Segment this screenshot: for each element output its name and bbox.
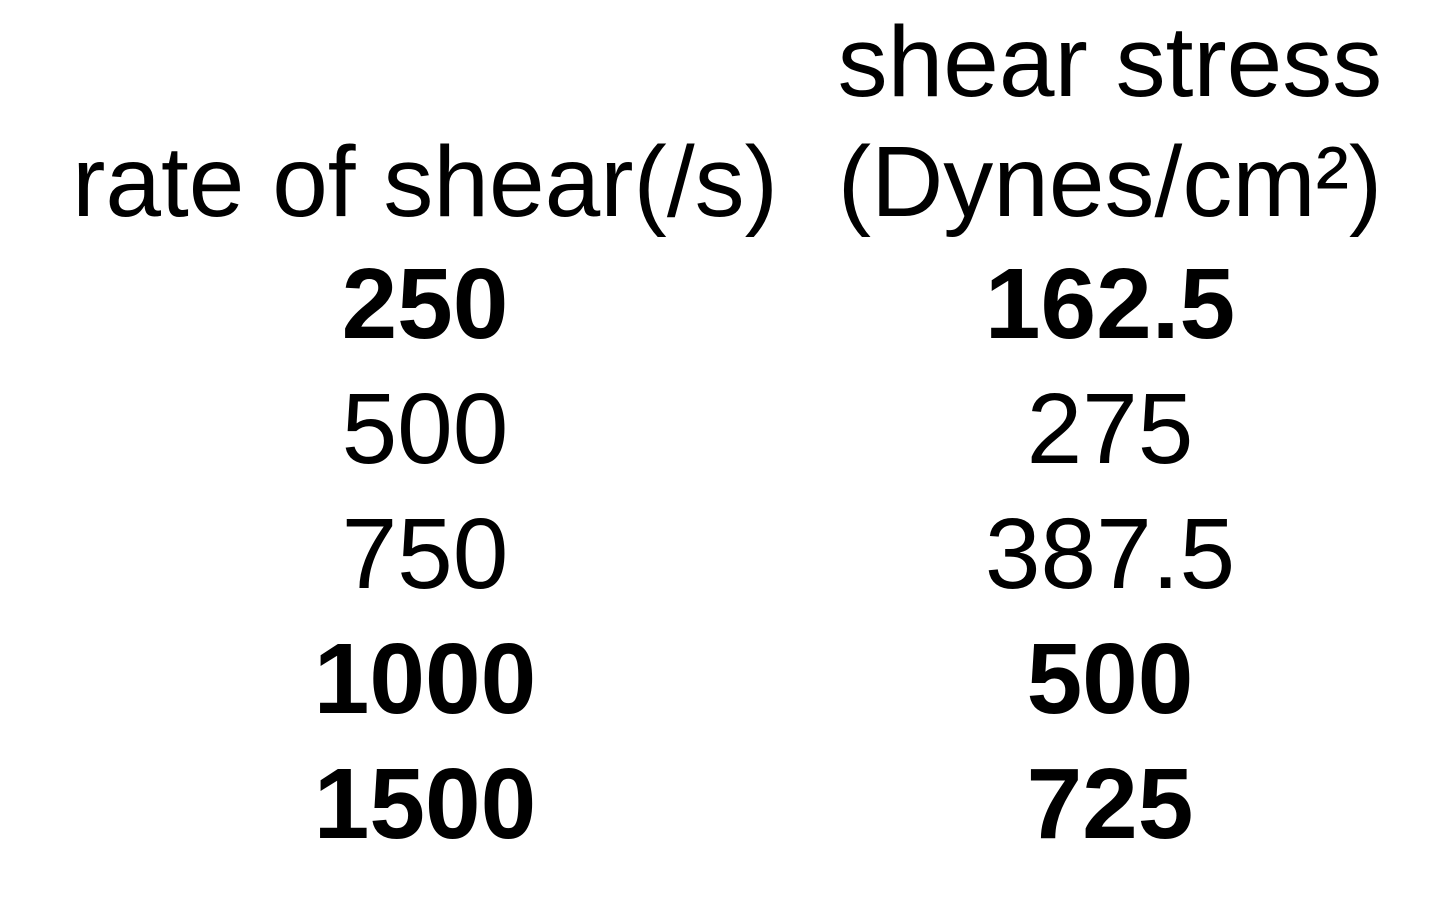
- rate-of-shear-value: 250: [341, 248, 509, 360]
- shear-stress-value: 275: [1026, 373, 1194, 485]
- shear-stress-value: 725: [1026, 748, 1194, 860]
- column-header-shear-stress: shear stress (Dynes/cm²): [820, 2, 1400, 242]
- rate-of-shear-value: 500: [341, 373, 509, 485]
- rate-of-shear-value: 750: [341, 498, 509, 610]
- shear-stress-value: 500: [1026, 623, 1194, 735]
- shear-data-table: rate of shear(/s) shear stress (Dynes/cm…: [30, 2, 1400, 867]
- table-row: 250 162.5: [30, 242, 1400, 367]
- rate-of-shear-value: 1500: [313, 748, 537, 860]
- shear-stress-header-line1: shear stress: [837, 6, 1383, 118]
- rate-of-shear-header-label: rate of shear(/s): [72, 126, 778, 238]
- shear-stress-value: 387.5: [984, 498, 1236, 610]
- shear-stress-value: 162.5: [984, 248, 1236, 360]
- table-row: 1500 725: [30, 742, 1400, 867]
- table-row: 750 387.5: [30, 492, 1400, 617]
- rate-of-shear-value: 1000: [313, 623, 537, 735]
- table-row: 1000 500: [30, 617, 1400, 742]
- table-row: 500 275: [30, 367, 1400, 492]
- column-header-rate-of-shear: rate of shear(/s): [30, 2, 820, 242]
- shear-stress-header-line2: (Dynes/cm²): [837, 126, 1383, 238]
- header-row: rate of shear(/s) shear stress (Dynes/cm…: [30, 2, 1400, 242]
